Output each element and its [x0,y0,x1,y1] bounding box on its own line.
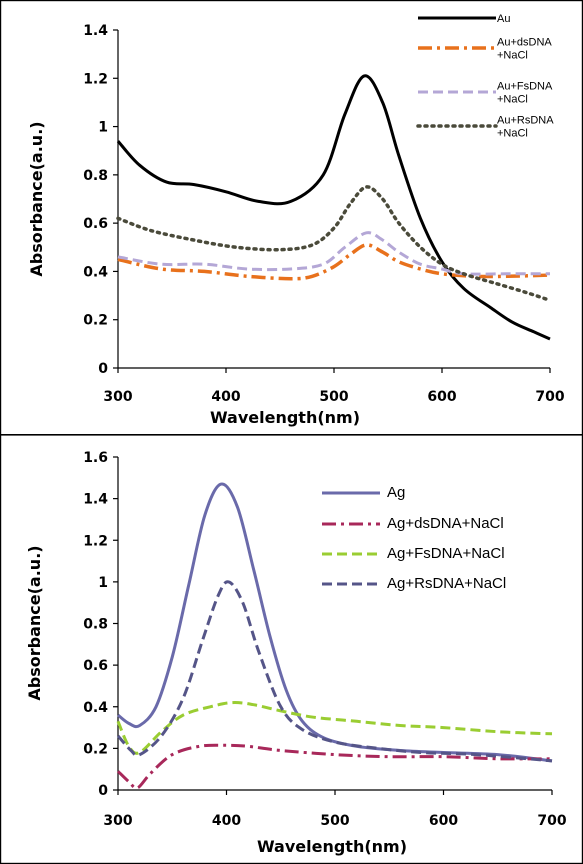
x-tick-label: 600 [429,813,458,829]
y-tick-label: 0.2 [83,313,108,329]
x-tick-label: 700 [535,389,564,405]
y-tick-label: 0.4 [83,264,108,280]
legend-label: Ag+RsDNA+NaCl [387,575,506,592]
legend-label: +NaCl [497,94,528,106]
y-tick-label: 0.6 [83,658,108,674]
x-tick-label: 300 [103,389,132,405]
y-tick-label: 0.8 [83,168,108,184]
y-axis-title: Absorbance(a.u.) [27,121,46,276]
y-axis-title: Absorbance(a.u.) [25,545,44,700]
legend-label: Au+RsDNA [497,115,554,127]
series-line-auplus-fsdna-plus-nacl [117,231,550,276]
y-tick-label: 0.2 [83,741,108,757]
series-line-agplus-fsdnaplus-nacl [116,701,553,755]
y-tick-label: 1.4 [83,23,108,39]
legend-label: Au [497,13,510,25]
au-absorbance-chart: 0 0.2 0.4 0.6 0.8 1 1.2 1.4 300 400 500 600 700 Wavel… [27,13,565,427]
x-axis-title: Wavelength(nm) [210,408,360,427]
y-tick-label: 0.4 [83,700,108,716]
y-tick-label: 0 [98,783,108,799]
x-tick-label: 300 [103,813,132,829]
y-tick-label: 0.6 [83,216,108,232]
x-axis-title: Wavelength(nm) [257,837,407,856]
legend-label: +NaCl [497,50,528,62]
ag-absorbance-chart: 0 0.2 0.4 0.6 0.8 1 1.2 1.4 1.6 300 400 500 600 700 Wa… [25,450,567,856]
series-line-au [116,74,551,341]
y-tick-label: 1 [98,120,108,136]
x-tick-label: 400 [212,813,241,829]
y-tick-label: 0 [98,361,108,377]
x-tick-label: 500 [320,813,349,829]
x-tick-label: 600 [427,389,456,405]
legend-label: Ag+dsDNA+NaCl [387,515,504,532]
y-tick-label: 0.8 [83,617,108,633]
series-line-auplus-rsdna-plus-nacl [116,185,552,303]
legend-label: Ag+FsDNA+NaCl [387,545,505,562]
x-tick-label: 500 [319,389,348,405]
legend-label: Ag [387,484,405,501]
bottom-panel-border [0,434,583,864]
series-line-auplus-dsdna-plus-nacl [117,243,551,281]
y-tick-label: 1.2 [83,533,108,549]
y-tick-label: 1 [98,575,108,591]
y-tick-label: 1.4 [83,492,108,508]
x-tick-label: 400 [211,389,240,405]
legend-label: Au+FsDNA [497,81,553,93]
y-tick-label: 1.2 [83,71,108,87]
series-line-agplus-dsdnaplus-nacl [116,743,553,790]
y-tick-label: 1.6 [83,450,108,466]
legend-label: Au+dsDNA [497,37,552,49]
legend-label: +NaCl [497,128,528,140]
x-tick-label: 700 [537,813,566,829]
series-line-agplus-rsdnaplus-nacl [116,580,553,763]
